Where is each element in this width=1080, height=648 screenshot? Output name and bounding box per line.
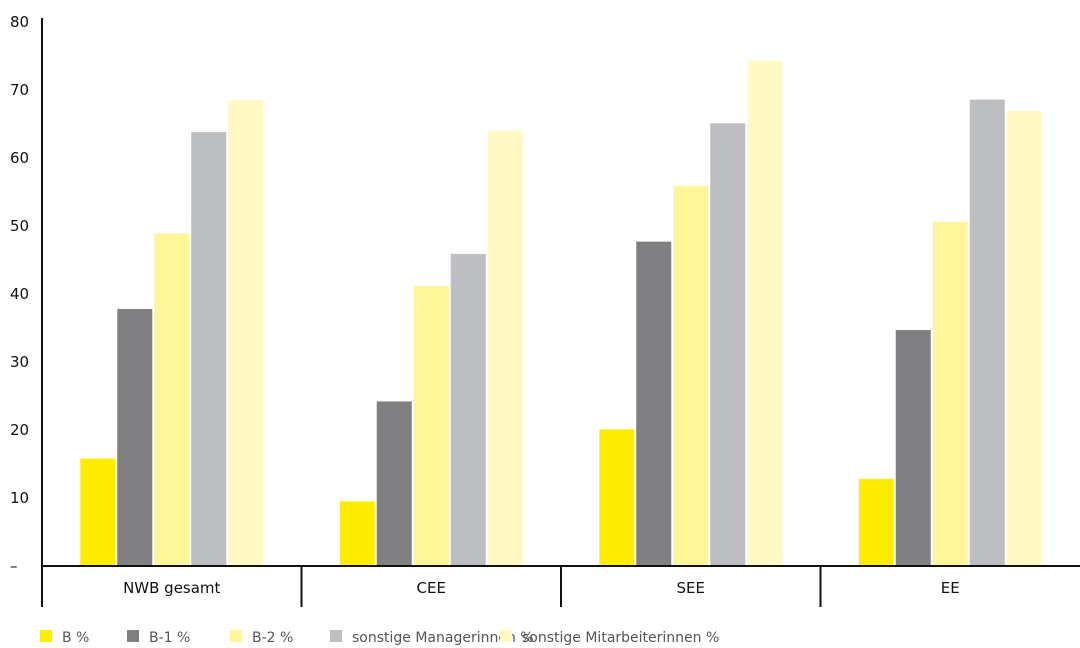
y-tick-label: 60 bbox=[10, 149, 29, 167]
bar bbox=[413, 285, 449, 566]
bar bbox=[450, 253, 486, 566]
bar bbox=[80, 458, 116, 566]
bar bbox=[710, 123, 746, 566]
bar bbox=[599, 429, 635, 566]
legend-swatch bbox=[500, 630, 512, 642]
x-category-label: SEE bbox=[677, 579, 705, 597]
bar bbox=[117, 308, 153, 566]
y-tick-label: 50 bbox=[10, 217, 29, 235]
x-category-label: NWB gesamt bbox=[123, 579, 220, 597]
legend-swatch bbox=[40, 630, 52, 642]
bar bbox=[376, 401, 412, 566]
x-category-label: EE bbox=[941, 579, 960, 597]
bar bbox=[228, 100, 264, 566]
bar bbox=[969, 99, 1005, 567]
bar bbox=[191, 132, 227, 566]
legend-swatch bbox=[330, 630, 342, 642]
y-tick-label: 70 bbox=[10, 81, 29, 99]
y-tick-label: 80 bbox=[10, 13, 29, 31]
bar bbox=[154, 233, 190, 567]
bar bbox=[339, 501, 375, 566]
legend-swatch bbox=[230, 630, 242, 642]
y-tick-label: – bbox=[10, 557, 18, 575]
bar bbox=[747, 60, 783, 566]
x-category-label: CEE bbox=[417, 579, 446, 597]
y-tick-label: 40 bbox=[10, 285, 29, 303]
bar bbox=[636, 241, 672, 566]
bar bbox=[932, 221, 968, 567]
bar bbox=[673, 185, 709, 566]
bar bbox=[858, 478, 894, 566]
y-axis-ticks: – 10 20 30 40 50 60 70 80 bbox=[10, 13, 29, 575]
legend-swatch bbox=[127, 630, 139, 642]
legend-label: sonstige Managerinnen % bbox=[352, 630, 534, 646]
bars-layer bbox=[80, 60, 1042, 567]
y-tick-label: 20 bbox=[10, 421, 29, 439]
legend-label: sonstige Mitarbeiterinnen % bbox=[522, 630, 719, 646]
y-tick-label: 30 bbox=[10, 353, 29, 371]
bar bbox=[487, 130, 523, 567]
y-tick-label: 10 bbox=[10, 489, 29, 507]
legend: B % B-1 % B-2 % sonstige Managerinnen %sons… bbox=[40, 630, 719, 646]
legend-label: B % bbox=[62, 630, 89, 646]
legend-label: B-2 % bbox=[252, 630, 293, 646]
x-axis-category-labels: NWB gesamt CEE SEE EE bbox=[123, 566, 960, 607]
legend-label: B-1 % bbox=[149, 630, 190, 646]
bar bbox=[1006, 111, 1042, 566]
bar bbox=[895, 330, 931, 566]
